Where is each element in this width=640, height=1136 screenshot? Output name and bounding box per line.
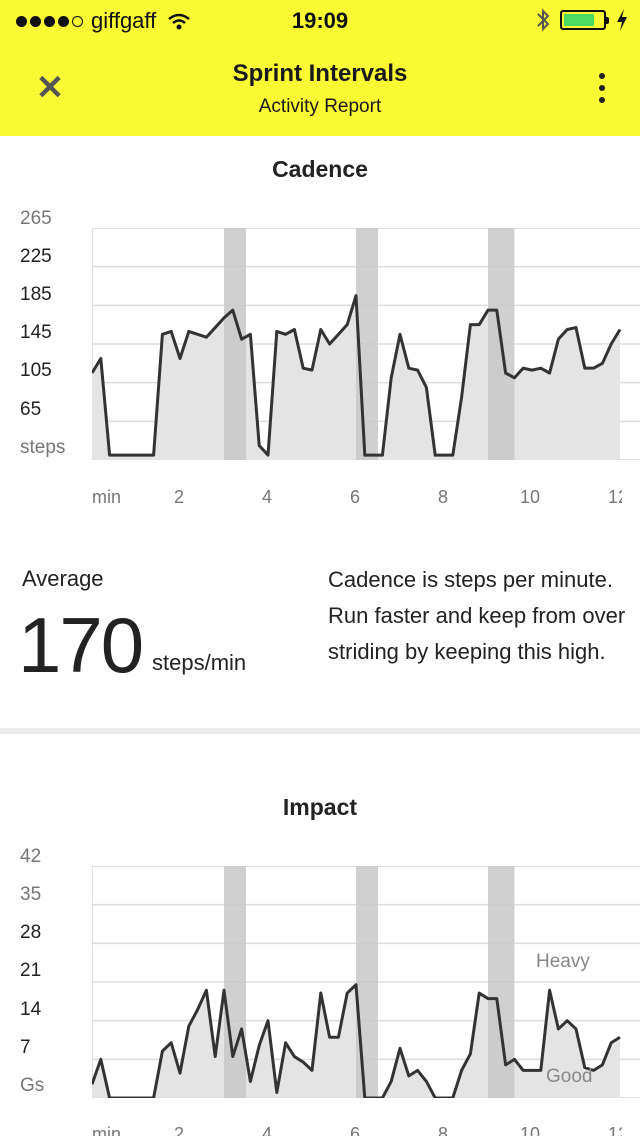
average-unit: steps/min: [152, 650, 247, 675]
impact-chart: [92, 866, 640, 1098]
cadence-xtick: 2: [174, 487, 185, 507]
cadence-xtick: 8: [438, 487, 449, 507]
impact-ytick: 42: [20, 846, 42, 867]
impact-ytick: 28: [20, 922, 42, 943]
impact-xtick: 10: [520, 1124, 541, 1136]
bluetooth-icon: [537, 8, 550, 32]
cadence-xtick: 4: [262, 487, 273, 507]
cadence-title: Cadence: [272, 156, 368, 182]
carrier-name: giffgaff: [91, 8, 157, 33]
status-time: 19:09: [291, 8, 349, 33]
cadence-xtick: min: [92, 487, 122, 507]
impact-ytick: 7: [20, 1037, 31, 1058]
impact-title: Impact: [282, 794, 358, 820]
close-icon: ✕: [35, 69, 65, 107]
page-subtitle: Activity Report: [258, 96, 382, 117]
data-line: [92, 294, 622, 457]
impact-xtick: 12: [608, 1124, 622, 1136]
app-header: giffgaff 19:09 ✕ Sprint Intervals Activi…: [0, 0, 640, 136]
cadence-ytick: steps: [20, 437, 66, 458]
close-button[interactable]: ✕: [30, 68, 70, 108]
average-label: Average: [22, 566, 104, 591]
cadence-description: Cadence is steps per minute. Run faster …: [328, 567, 626, 664]
impact-ytick: 14: [20, 999, 42, 1020]
signal-strength-icon: [16, 15, 83, 27]
cadence-ytick: 185: [20, 284, 52, 305]
status-right: [536, 8, 628, 32]
battery-icon: [560, 10, 609, 30]
more-options-button[interactable]: [588, 68, 616, 108]
average-value: 170: [18, 601, 144, 689]
status-bar: giffgaff 19:09: [0, 0, 640, 40]
cadence-ytick: 105: [20, 360, 52, 381]
interval-highlight: [356, 866, 378, 1098]
impact-xtick: min: [92, 1124, 122, 1136]
section-divider: [0, 728, 640, 734]
impact-xtick: 6: [350, 1124, 361, 1136]
interval-highlight: [224, 866, 246, 1098]
impact-xtick: 8: [438, 1124, 449, 1136]
interval-highlight: [224, 228, 246, 460]
more-vertical-icon: [599, 73, 605, 79]
charging-bolt-icon: [617, 9, 627, 31]
cadence-chart: [92, 228, 640, 460]
interval-highlight: [488, 866, 515, 1098]
cadence-ytick: 65: [20, 399, 42, 420]
status-left: giffgaff: [16, 8, 192, 34]
heavy-band-label: Heavy: [536, 951, 590, 972]
impact-ytick: 35: [20, 884, 42, 905]
cadence-xtick: 6: [350, 487, 361, 507]
cadence-ytick: 145: [20, 322, 52, 343]
impact-ytick: 21: [20, 960, 42, 981]
cadence-xtick: 12: [608, 487, 622, 507]
page-title: Sprint Intervals: [232, 60, 408, 87]
wifi-icon: [168, 13, 191, 30]
data-line: [92, 983, 621, 1098]
impact-xtick: 4: [262, 1124, 273, 1136]
cadence-ytick: 265: [20, 208, 52, 229]
cadence-ytick: 225: [20, 246, 52, 267]
impact-ytick: Gs: [20, 1075, 45, 1096]
cadence-xtick: 10: [520, 487, 541, 507]
good-band-label: Good: [546, 1066, 593, 1087]
impact-xtick: 2: [174, 1124, 185, 1136]
